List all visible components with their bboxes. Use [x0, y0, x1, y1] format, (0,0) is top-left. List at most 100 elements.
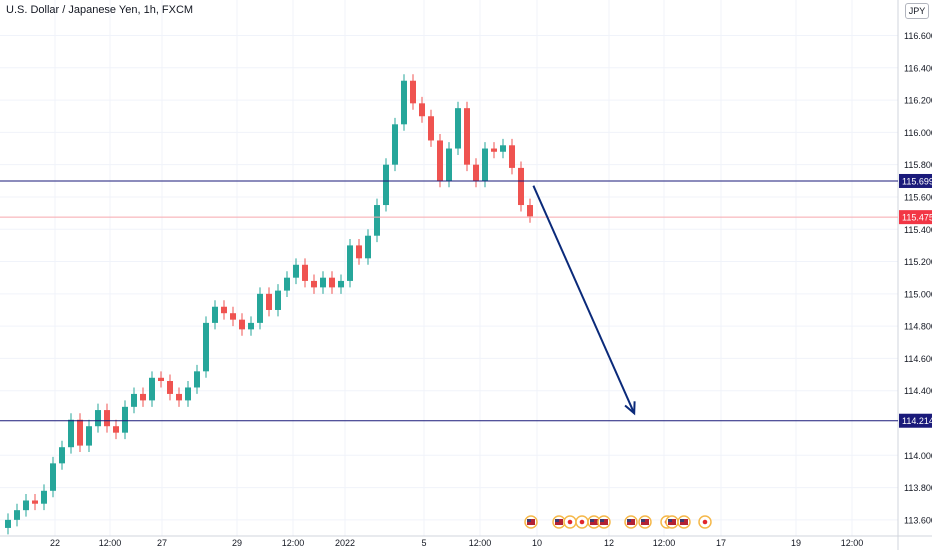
- y-tick-label: 116.400: [904, 63, 932, 73]
- candle-body: [158, 377, 164, 382]
- candle-body: [446, 148, 452, 181]
- candle-body: [131, 393, 137, 407]
- candle-body: [194, 371, 200, 388]
- candle-body: [203, 322, 209, 372]
- candle-body: [50, 463, 56, 491]
- candle-body: [356, 245, 362, 259]
- y-tick-label: 114.400: [904, 386, 932, 396]
- candle-body: [455, 108, 461, 149]
- candle-body: [500, 145, 506, 152]
- candle-body: [293, 264, 299, 278]
- y-tick-label: 115.400: [904, 225, 932, 235]
- candle-body: [365, 235, 371, 259]
- jp-flag-icon-sun: [567, 519, 573, 525]
- jp-flag-icon-sun: [579, 519, 585, 525]
- candle-body: [140, 393, 146, 401]
- y-tick-label: 116.600: [904, 31, 932, 41]
- y-tick-label: 114.800: [904, 322, 932, 332]
- candle-body: [383, 164, 389, 206]
- candle-body: [329, 277, 335, 288]
- candle-body: [122, 406, 128, 433]
- candle-body: [410, 80, 416, 104]
- candle-body: [527, 205, 533, 217]
- y-tick-label: 113.800: [904, 483, 932, 493]
- candle-body: [464, 108, 470, 165]
- candle-body: [149, 377, 155, 401]
- us-flag-icon-canton: [555, 519, 559, 522]
- y-tick-label: 115.800: [904, 160, 932, 170]
- y-tick-label: 114.000: [904, 451, 932, 461]
- candle-body: [95, 410, 101, 427]
- candle-body: [473, 164, 479, 181]
- x-tick-label: 19: [791, 538, 801, 548]
- candle-body: [347, 245, 353, 281]
- x-tick-label: 22: [50, 538, 60, 548]
- level-price-label: 115.699: [902, 176, 932, 186]
- candle-body: [482, 148, 488, 181]
- x-tick-label: 12: [604, 538, 614, 548]
- candle-body: [509, 145, 515, 168]
- candle-body: [428, 116, 434, 141]
- candle-body: [311, 280, 317, 288]
- candle-body: [104, 410, 110, 427]
- x-tick-label: 12:00: [282, 538, 305, 548]
- candle-body: [338, 280, 344, 288]
- y-tick-label: 115.200: [904, 257, 932, 267]
- x-tick-label: 5: [421, 538, 426, 548]
- candle-body: [275, 290, 281, 310]
- us-flag-icon-canton: [627, 519, 631, 522]
- jp-flag-icon-sun: [702, 519, 708, 525]
- y-tick-label: 115.600: [904, 192, 932, 202]
- candle-body: [518, 167, 524, 206]
- projection-arrow-line: [532, 185, 636, 414]
- candle-body: [167, 381, 173, 394]
- candle-body: [302, 264, 308, 281]
- candle-body: [59, 447, 65, 464]
- candle-body: [419, 103, 425, 117]
- x-tick-label: 12:00: [469, 538, 492, 548]
- currency-badge[interactable]: JPY: [905, 3, 929, 19]
- y-tick-label: 116.000: [904, 128, 932, 138]
- x-tick-label: 10: [532, 538, 542, 548]
- level-price-label-bg: [899, 173, 932, 188]
- level-price-label-bg: [899, 413, 932, 428]
- candle-body: [221, 306, 227, 314]
- x-tick-label: 27: [157, 538, 167, 548]
- candle-body: [401, 80, 407, 125]
- us-flag-icon-canton: [680, 519, 684, 522]
- x-tick-label: 29: [232, 538, 242, 548]
- us-flag-icon-canton: [590, 519, 594, 522]
- candle-body: [284, 277, 290, 291]
- projection-arrowhead: [624, 401, 636, 416]
- candle-body: [392, 124, 398, 165]
- candle-body: [113, 426, 119, 433]
- candle-body: [491, 148, 497, 152]
- us-flag-icon-canton: [668, 519, 672, 522]
- us-flag-icon-canton: [600, 519, 604, 522]
- candle-body: [176, 393, 182, 401]
- candle-body: [257, 293, 263, 323]
- candle-body: [77, 419, 83, 446]
- chart-title: U.S. Dollar / Japanese Yen, 1h, FXCM: [6, 4, 194, 16]
- candle-body: [248, 322, 254, 330]
- candle-body: [437, 140, 443, 181]
- x-tick-label: 12:00: [841, 538, 864, 548]
- last-price-label: 115.475: [902, 213, 932, 223]
- candle-body: [374, 205, 380, 236]
- us-flag-icon-canton: [527, 519, 531, 522]
- level-price-label: 114.214: [902, 416, 932, 426]
- candle-body: [86, 426, 92, 446]
- y-tick-label: 115.000: [904, 289, 932, 299]
- candle-body: [212, 306, 218, 323]
- last-price-label-bg: [899, 210, 932, 225]
- candle-body: [239, 319, 245, 330]
- candle-body: [32, 500, 38, 504]
- x-tick-label: 2022: [335, 538, 355, 548]
- y-tick-label: 114.600: [904, 354, 932, 364]
- y-tick-label: 116.200: [904, 96, 932, 106]
- candle-body: [230, 313, 236, 320]
- x-tick-label: 12:00: [99, 538, 122, 548]
- candle-body: [41, 490, 47, 504]
